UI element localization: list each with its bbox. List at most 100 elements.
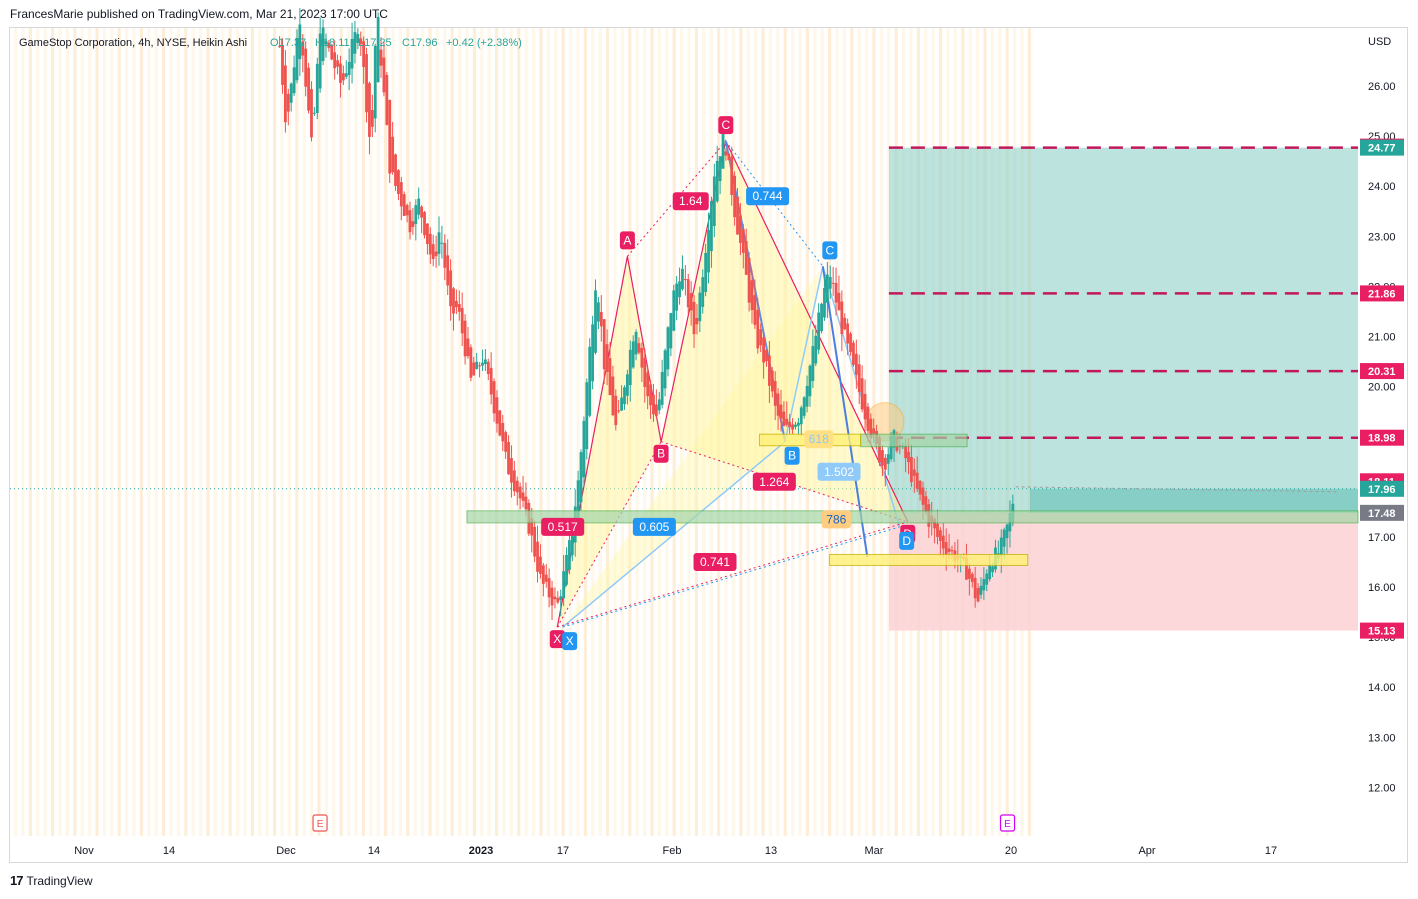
candle-body — [739, 215, 742, 243]
candle-body — [947, 548, 951, 552]
session-band — [176, 28, 180, 836]
pattern1-ratio-2: 0.741 — [700, 555, 730, 569]
candle-body — [791, 424, 794, 430]
tradingview-logo-icon: 17 — [10, 873, 24, 888]
price-label: 20.31 — [1368, 366, 1396, 378]
session-band — [243, 28, 247, 836]
current-gain-zone — [1030, 488, 1358, 513]
candle-body — [802, 397, 806, 416]
candle-body — [524, 496, 528, 510]
time-axis: Nov 14 Dec 14 2023 17 Feb 13 Mar 20 Apr 17 — [74, 845, 1277, 857]
chart-legend: GameStop Corporation, 4h, NYSE, Heikin A… — [19, 37, 522, 49]
earnings-marker-1[interactable] — [999, 814, 1016, 832]
session-band — [561, 28, 565, 836]
pattern2-ratio-4: 786 — [826, 512, 846, 526]
session-band — [258, 28, 262, 836]
candle-body — [365, 54, 368, 113]
candle-body — [359, 38, 363, 44]
candle-body — [823, 288, 826, 318]
candle-body — [394, 154, 397, 186]
price-label-bg — [1360, 429, 1404, 446]
candle-body — [698, 292, 702, 322]
time-tick: 2023 — [469, 845, 493, 857]
pattern2-ratio-3: 618 — [809, 432, 829, 446]
session-band — [339, 28, 343, 836]
price-tick: 21.00 — [1368, 332, 1396, 344]
position-tool[interactable] — [888, 146, 1358, 631]
price-tick: 20.00 — [1368, 382, 1396, 394]
candle-body — [678, 281, 681, 298]
session-band — [73, 28, 77, 836]
candle-body — [710, 200, 713, 252]
session-band — [265, 28, 269, 836]
candle-body — [852, 342, 855, 365]
candle-body — [811, 346, 815, 381]
candle-body — [481, 362, 484, 366]
candle-body — [907, 451, 910, 463]
session-band — [554, 28, 558, 836]
candle-body — [495, 397, 499, 424]
session-band — [480, 28, 484, 836]
price-label: 18.98 — [1368, 433, 1396, 445]
time-tick: Nov — [74, 845, 94, 857]
session-band — [28, 28, 32, 836]
candle-body — [910, 456, 913, 483]
candle-body — [559, 596, 563, 601]
price-tick: 24.00 — [1368, 181, 1396, 193]
candle-body — [973, 577, 977, 599]
candle-body — [733, 175, 737, 218]
pattern2-point-c-bg — [822, 241, 838, 260]
candle-body — [423, 212, 426, 236]
candle-body — [904, 445, 908, 459]
candle-body — [817, 312, 821, 350]
price-label: 17.96 — [1368, 484, 1396, 496]
pattern2-ratio-2-bg — [817, 462, 861, 481]
candle-body — [286, 93, 290, 112]
candle-body — [634, 331, 638, 355]
stop-zone[interactable] — [888, 512, 1358, 631]
candle-body — [312, 112, 316, 114]
candle-body — [376, 17, 380, 83]
candle-body — [501, 422, 505, 442]
candle-body — [330, 45, 334, 60]
candle-body — [753, 295, 757, 325]
candle-body — [675, 283, 679, 311]
candle-body — [652, 394, 655, 415]
candle-body — [799, 407, 803, 425]
time-tick: 20 — [1005, 845, 1017, 857]
candle-body — [617, 410, 621, 412]
candle-body — [770, 370, 774, 392]
candle-body — [556, 597, 560, 603]
candle-body — [454, 300, 458, 308]
green-zone-mid[interactable] — [860, 433, 968, 448]
candle-body — [982, 578, 986, 591]
candle-body — [443, 242, 447, 268]
green-zone-low[interactable] — [466, 510, 1359, 524]
time-tick: 17 — [557, 845, 569, 857]
profit-zone[interactable] — [888, 147, 1358, 513]
earnings-marker-0[interactable] — [312, 814, 328, 832]
session-band — [125, 28, 129, 836]
candle-body — [721, 134, 725, 169]
pattern2-point-d-bg — [899, 531, 915, 550]
candle-body — [283, 65, 287, 123]
candle-body — [736, 196, 739, 235]
candle-body — [582, 420, 586, 478]
price-label: 17.48 — [1368, 508, 1396, 520]
session-band — [206, 28, 210, 836]
pattern2-ratio-1: 0.605 — [639, 520, 669, 534]
candle-body — [475, 361, 479, 369]
candle-body — [782, 411, 786, 426]
pattern2-ratio-0-bg — [746, 187, 790, 206]
pattern2-ratio-1-bg — [632, 517, 676, 536]
candle-body — [466, 338, 470, 357]
session-band — [384, 28, 388, 836]
yellow-zone-low[interactable] — [829, 553, 1029, 566]
session-band — [443, 28, 447, 836]
candle-body — [614, 395, 618, 426]
candle-body — [991, 566, 994, 573]
candle-body — [843, 317, 847, 330]
candle-body — [988, 565, 992, 580]
pattern2-ratio-4-bg — [821, 510, 851, 529]
